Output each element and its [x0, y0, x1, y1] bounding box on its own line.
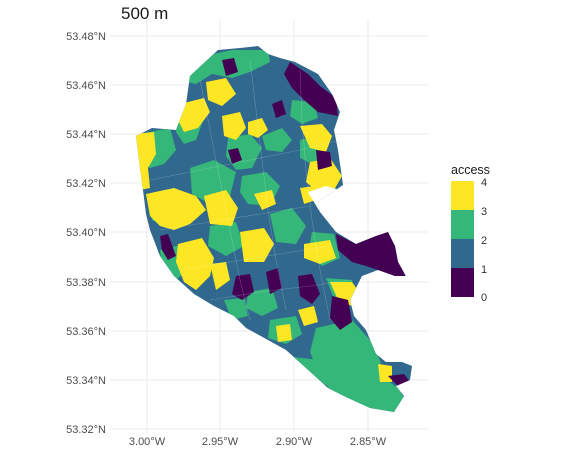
- legend-title: access: [451, 163, 490, 177]
- y-tick-label: 53.42°N: [66, 178, 106, 190]
- y-axis-labels: 53.48°N 53.46°N 53.44°N 53.42°N 53.40°N …: [66, 31, 106, 436]
- y-tick-label: 53.46°N: [66, 80, 106, 92]
- legend-label: 3: [481, 206, 487, 218]
- city-map: [136, 46, 412, 412]
- x-tick-label: 3.00°W: [129, 436, 166, 448]
- legend-label: 4: [481, 177, 487, 189]
- region-boundaries: [149, 59, 351, 321]
- legend-label: 1: [481, 264, 487, 276]
- y-tick-label: 53.48°N: [66, 31, 106, 43]
- x-tick-label: 2.95°W: [202, 436, 239, 448]
- legend-swatch: [451, 181, 474, 210]
- y-tick-label: 53.34°N: [66, 375, 106, 387]
- access-0-regions: [160, 58, 410, 386]
- y-tick-label: 53.44°N: [66, 129, 106, 141]
- y-tick-label: 53.32°N: [66, 424, 106, 436]
- legend: access 4 3 2 1 0: [451, 163, 490, 304]
- y-tick-label: 53.40°N: [66, 227, 106, 239]
- x-tick-label: 2.85°W: [350, 436, 387, 448]
- access-4-regions: [136, 78, 392, 382]
- legend-label: 2: [481, 235, 487, 247]
- y-tick-label: 53.36°N: [66, 326, 106, 338]
- legend-label: 0: [481, 292, 487, 304]
- legend-swatch: [451, 268, 474, 297]
- map-title: 500 m: [121, 4, 169, 23]
- y-tick-label: 53.38°N: [66, 277, 106, 289]
- legend-swatch: [451, 239, 474, 268]
- x-tick-label: 2.90°W: [276, 436, 313, 448]
- legend-swatch: [451, 210, 474, 239]
- x-axis-labels: 3.00°W 2.95°W 2.90°W 2.85°W: [129, 436, 387, 448]
